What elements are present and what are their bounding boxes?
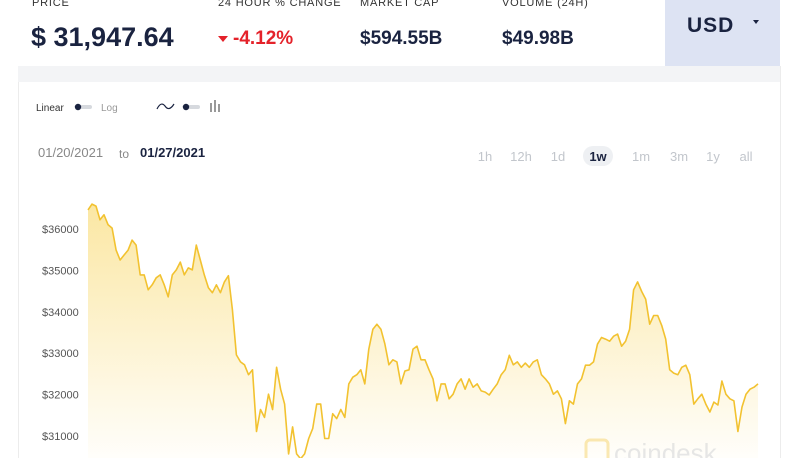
price-line <box>87 203 759 458</box>
currency-select[interactable] <box>665 0 780 66</box>
caret <box>753 20 759 24</box>
area <box>88 204 758 458</box>
range-button[interactable]: 1m <box>632 149 650 164</box>
stat-label: MARKET CAP <box>360 0 439 9</box>
line-icon[interactable] <box>156 103 175 110</box>
y-tick-label: $34000 <box>42 307 79 319</box>
scale-option[interactable]: Log <box>101 103 118 114</box>
range-button[interactable]: 1w <box>589 149 607 164</box>
volume-value: $49.98B <box>502 28 574 49</box>
price-value: $ 31,947.64 <box>31 22 174 52</box>
currency-label: USD <box>687 14 734 37</box>
panel-strip <box>18 66 780 82</box>
date-to[interactable]: 01/27/2021 <box>140 145 205 160</box>
candle-icon[interactable] <box>210 100 220 112</box>
range-button[interactable]: 12h <box>510 149 532 164</box>
scale-option[interactable]: Linear <box>36 103 64 114</box>
range-button[interactable]: 3m <box>670 149 688 164</box>
y-tick-label: $32000 <box>42 390 79 402</box>
range-buttons: 1h 12h 1d 1w 1m 3m 1y all <box>478 146 753 166</box>
market-cap-value: $594.55B <box>360 28 442 49</box>
date-from[interactable]: 01/20/2021 <box>38 145 103 160</box>
toggle-knob <box>74 103 82 111</box>
watermark-text: coindesk <box>614 438 718 458</box>
y-tick-label: $31000 <box>42 431 79 443</box>
stat-label: VOLUME (24H) <box>502 0 589 9</box>
toggle-knob <box>182 103 190 111</box>
stat-label: 24 HOUR % CHANGE <box>218 0 341 9</box>
range-selected-bg <box>583 146 613 166</box>
y-tick-label: $35000 <box>42 265 79 277</box>
range-button[interactable]: 1h <box>478 149 492 164</box>
watermark: coindesk <box>584 438 718 458</box>
stat-label: PRICE <box>32 0 70 9</box>
y-tick-label: $33000 <box>42 348 79 360</box>
range-button[interactable]: 1d <box>551 149 565 164</box>
range-button[interactable]: 1y <box>706 149 720 164</box>
y-axis: $31000 $32000 $33000 $34000 $35000 $36000 <box>42 224 79 443</box>
date-separator: to <box>119 147 129 161</box>
plot <box>87 203 759 458</box>
change-value: -4.12% <box>233 28 293 49</box>
range-button[interactable]: all <box>739 149 752 164</box>
y-tick-label: $36000 <box>42 224 79 236</box>
down-arrow <box>218 36 228 42</box>
